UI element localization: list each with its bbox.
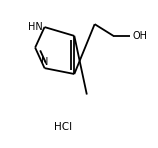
Text: HN: HN — [28, 22, 43, 32]
Text: HCl: HCl — [54, 122, 72, 132]
Text: N: N — [41, 57, 48, 67]
Text: OH: OH — [132, 31, 147, 41]
